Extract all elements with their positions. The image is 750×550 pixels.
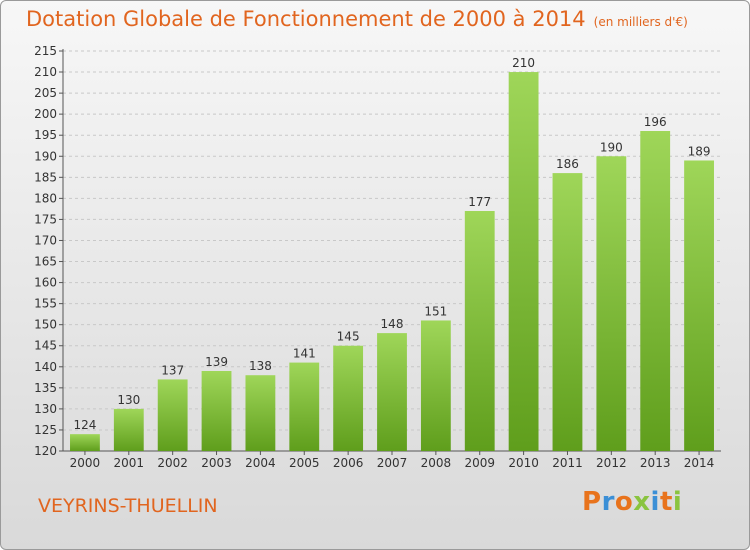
x-tick-label-2009: 2009 — [464, 456, 495, 470]
chart-title: Dotation Globale de Fonctionnement de 20… — [26, 7, 688, 31]
data-label-2011: 186 — [556, 157, 579, 171]
bar-2013 — [640, 131, 671, 451]
y-tick-label: 180 — [34, 191, 57, 205]
data-label-2000: 124 — [73, 418, 96, 432]
data-label-2006: 145 — [337, 330, 360, 344]
data-label-2007: 148 — [381, 317, 404, 331]
bar-2011 — [552, 173, 583, 451]
bar-2012 — [596, 156, 627, 451]
data-label-2012: 190 — [600, 140, 623, 154]
bar-2004 — [245, 375, 276, 451]
y-tick-label: 190 — [34, 149, 57, 163]
bar-2010 — [508, 72, 539, 451]
y-tick-label: 155 — [34, 297, 57, 311]
x-tick-label-2008: 2008 — [421, 456, 452, 470]
logo-letter: o — [614, 487, 634, 517]
data-label-2013: 196 — [644, 115, 667, 129]
data-label-2003: 139 — [205, 355, 228, 369]
bar-2000 — [70, 434, 100, 451]
y-tick-label: 130 — [34, 402, 57, 416]
x-tick-label-2002: 2002 — [157, 456, 188, 470]
x-tick-label-2012: 2012 — [596, 456, 627, 470]
x-tick-label-2007: 2007 — [377, 456, 408, 470]
y-tick-label: 120 — [34, 444, 57, 458]
x-tick-label-2003: 2003 — [201, 456, 232, 470]
y-tick-label: 210 — [34, 65, 57, 79]
bar-2003 — [201, 371, 232, 451]
commune-name: VEYRINS-THUELLIN — [38, 495, 218, 517]
x-tick-label-2000: 2000 — [70, 456, 101, 470]
x-tick-label-2005: 2005 — [289, 456, 320, 470]
logo-letter: i — [650, 487, 660, 517]
y-tick-label: 140 — [34, 360, 57, 374]
bar-2002 — [157, 379, 188, 451]
chart-subtitle: (en milliers d'€) — [593, 15, 688, 29]
data-label-2004: 138 — [249, 359, 272, 373]
bar-2014 — [684, 160, 714, 451]
y-tick-label: 160 — [34, 276, 57, 290]
x-tick-label-2004: 2004 — [245, 456, 276, 470]
data-label-2008: 151 — [424, 304, 447, 318]
data-label-2014: 189 — [688, 144, 711, 158]
x-tick-label-2006: 2006 — [333, 456, 364, 470]
y-tick-label: 165 — [34, 255, 57, 269]
logo-letter: i — [672, 487, 683, 517]
y-tick-label: 125 — [34, 423, 57, 437]
logo-letter: P — [582, 487, 602, 517]
y-tick-label: 195 — [34, 128, 57, 142]
labels: 120 125 130 135 140 145 150 155 160 165 170 175 180 1… — [34, 44, 714, 470]
bar-2007 — [377, 333, 407, 451]
x-tick-label-2010: 2010 — [508, 456, 539, 470]
y-tick-label: 170 — [34, 233, 57, 247]
data-label-2002: 137 — [161, 363, 184, 377]
bar-2005 — [289, 362, 320, 451]
y-tick-label: 200 — [34, 107, 57, 121]
bar-2009 — [464, 211, 495, 451]
data-label-2005: 141 — [293, 347, 316, 361]
bar-2001 — [113, 408, 144, 451]
y-tick-label: 215 — [34, 44, 57, 58]
bar-2008 — [420, 320, 451, 451]
x-tick-label-2011: 2011 — [552, 456, 583, 470]
bars — [70, 72, 714, 451]
y-tick-label: 175 — [34, 212, 57, 226]
y-tick-label: 150 — [34, 318, 57, 332]
y-tick-label: 205 — [34, 86, 57, 100]
x-tick-label-2013: 2013 — [640, 456, 671, 470]
data-label-2010: 210 — [512, 56, 535, 70]
y-tick-label: 135 — [34, 381, 57, 395]
data-label-2001: 130 — [117, 393, 140, 407]
x-tick-label-2001: 2001 — [114, 456, 145, 470]
logo-letter: r — [601, 487, 615, 517]
y-tick-label: 145 — [34, 339, 57, 353]
proxiti-logo[interactable]: Proxiti — [582, 487, 682, 517]
bar-2006 — [333, 345, 364, 451]
x-tick-label-2014: 2014 — [684, 456, 715, 470]
logo-letter: t — [659, 487, 673, 517]
y-tick-label: 185 — [34, 170, 57, 184]
data-label-2009: 177 — [468, 195, 491, 209]
logo-letter: x — [633, 487, 651, 517]
